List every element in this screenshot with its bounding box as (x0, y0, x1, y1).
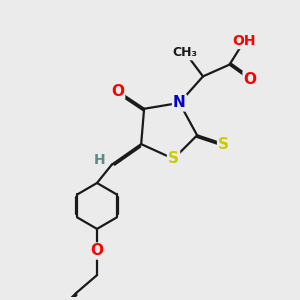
Text: O: O (111, 84, 124, 99)
Text: S: S (218, 136, 229, 152)
Text: OH: OH (232, 34, 256, 48)
Text: H: H (94, 153, 106, 167)
Text: S: S (168, 151, 179, 166)
Text: O: O (244, 72, 256, 87)
Text: O: O (91, 244, 103, 259)
Text: N: N (173, 95, 186, 110)
Text: CH₃: CH₃ (173, 46, 198, 59)
